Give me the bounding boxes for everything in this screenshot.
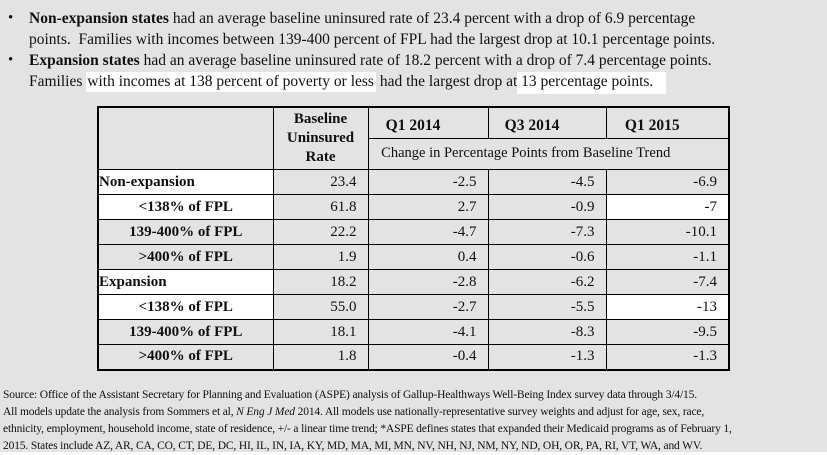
table-header-baseline: Baseline Uninsured Rate — [272, 106, 369, 170]
value-cell: -1.3 — [487, 344, 607, 370]
table-header-corner — [97, 106, 274, 170]
bullet-icon: • — [8, 52, 14, 68]
bullet-line: Non-expansion states had an average base… — [29, 10, 695, 27]
value-cell: -4.5 — [487, 169, 607, 195]
value-cell: 23.4 — [272, 169, 369, 195]
table-row: Non-expansion 23.4 -2.5 -4.5 -6.9 — [97, 169, 730, 195]
value-cell: -4.7 — [367, 219, 489, 245]
value-cell: -10.1 — [605, 219, 730, 245]
value-cell: -1.3 — [605, 344, 730, 370]
value-cell: 18.2 — [272, 269, 369, 295]
source-note: Source: Office of the Assistant Secretar… — [3, 387, 732, 455]
value-cell: -6.2 — [487, 269, 607, 295]
source-text: All models update the analysis from Somm… — [3, 406, 237, 418]
value-cell: 0.4 — [367, 244, 489, 270]
bullet-line: points. Families with incomes between 13… — [29, 31, 715, 48]
value-cell: -13 — [605, 294, 730, 320]
value-cell: -9.5 — [605, 319, 730, 345]
bullet-lead: Expansion states — [29, 52, 140, 69]
bullet-item: • Expansion states had an average baseli… — [8, 51, 820, 94]
value-cell: -6.9 — [605, 169, 730, 195]
table-header-period: Q3 2014 — [487, 106, 607, 139]
value-cell: 1.9 — [272, 244, 369, 270]
value-cell: 2.7 — [367, 194, 489, 220]
source-line: ethnicity, employment, household income,… — [3, 423, 732, 435]
row-label: >400% of FPL — [97, 244, 274, 270]
value-cell: -4.1 — [367, 319, 489, 345]
table-header-period: Q1 2014 — [367, 106, 489, 139]
value-cell: -2.8 — [367, 269, 489, 295]
source-text: 2014. All models use nationally-represen… — [294, 406, 705, 418]
table-row: >400% of FPL 1.8 -0.4 -1.3 -1.3 — [97, 344, 730, 370]
bullet-line: Expansion states had an average baseline… — [29, 52, 712, 69]
value-cell: -7 — [605, 194, 730, 220]
value-cell: 1.8 — [272, 344, 369, 370]
source-line: All models update the analysis from Somm… — [3, 404, 732, 421]
row-label: Non-expansion — [97, 169, 274, 195]
value-cell: -2.7 — [367, 294, 489, 320]
table-header-subheader: Change in Percentage Points from Baselin… — [367, 137, 730, 171]
bullet-line: Families with incomes at 138 percent of … — [29, 71, 667, 94]
value-cell: -2.5 — [367, 169, 489, 195]
bullet-text: had an average baseline uninsured rate o… — [168, 10, 696, 27]
row-label: Expansion — [97, 269, 274, 295]
value-cell: -0.9 — [487, 194, 607, 220]
value-cell: 18.1 — [272, 319, 369, 345]
value-cell: -0.6 — [487, 244, 607, 270]
value-cell: -7.4 — [605, 269, 730, 295]
table-row: 139-400% of FPL 18.1 -4.1 -8.3 -9.5 — [97, 319, 730, 345]
table-row: Expansion 18.2 -2.8 -6.2 -7.4 — [97, 269, 730, 295]
bullet-icon: • — [8, 10, 14, 26]
bullet-item: • Non-expansion states had an average ba… — [8, 9, 820, 50]
table-row: <138% of FPL 61.8 2.7 -0.9 -7 — [97, 194, 730, 220]
bullet-text: had the largest drop at — [375, 72, 518, 90]
source-line: Source: Office of the Assistant Secretar… — [3, 389, 697, 401]
table-header-period: Q1 2015 — [605, 106, 730, 139]
value-cell: -8.3 — [487, 319, 607, 345]
bullet-list: • Non-expansion states had an average ba… — [8, 9, 820, 94]
journal-name: N Eng J Med — [236, 406, 295, 418]
value-cell: 22.2 — [272, 219, 369, 245]
table-row: 139-400% of FPL 22.2 -4.7 -7.3 -10.1 — [97, 219, 730, 245]
row-label: <138% of FPL — [97, 294, 274, 320]
value-cell: -1.1 — [605, 244, 730, 270]
value-cell: -0.4 — [367, 344, 489, 370]
source-line: 2015. States include AZ, AR, CA, CO, CT,… — [3, 440, 703, 452]
value-cell: 61.8 — [272, 194, 369, 220]
data-table: Baseline Uninsured Rate Q1 2014 Q3 2014 … — [97, 106, 730, 371]
value-cell: -5.5 — [487, 294, 607, 320]
value-cell: -7.3 — [487, 219, 607, 245]
table-subheader-row: Change in Percentage Points from Baselin… — [98, 137, 730, 171]
row-label: 139-400% of FPL — [97, 319, 274, 345]
bullet-lead: Non-expansion states — [29, 10, 169, 27]
bullet-text: Families — [29, 72, 87, 90]
bullet-text: points. Families with incomes between 13… — [29, 30, 716, 48]
highlight-text: with incomes at 138 percent of poverty o… — [86, 71, 376, 92]
highlight-text: 13 percentage points. — [517, 71, 667, 94]
bullet-text: had an average baseline uninsured rate o… — [139, 52, 712, 69]
table-row: >400% of FPL 1.9 0.4 -0.6 -1.1 — [97, 244, 730, 270]
table-row: <138% of FPL 55.0 -2.7 -5.5 -13 — [97, 294, 730, 320]
row-label: >400% of FPL — [97, 344, 274, 370]
table-header-row: Baseline Uninsured Rate Q1 2014 Q3 2014 … — [97, 106, 730, 170]
row-label: <138% of FPL — [97, 194, 274, 220]
value-cell: 55.0 — [272, 294, 369, 320]
row-label: 139-400% of FPL — [97, 219, 274, 245]
